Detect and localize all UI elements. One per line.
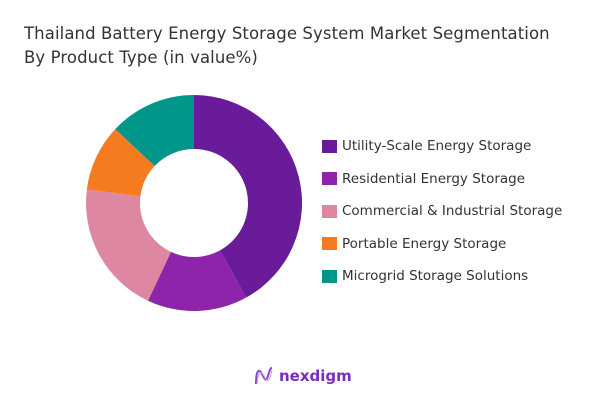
legend-swatch bbox=[322, 269, 337, 283]
nexdigm-logo-icon bbox=[255, 367, 273, 385]
legend-label: Utility-Scale Energy Storage bbox=[342, 138, 532, 155]
legend-label: Microgrid Storage Solutions bbox=[342, 268, 529, 285]
legend-item: Utility-Scale Energy Storage bbox=[322, 130, 562, 163]
donut-slice-microgrid-storage-solutions bbox=[115, 95, 194, 167]
legend-swatch bbox=[322, 172, 337, 186]
legend-label: Residential Energy Storage bbox=[342, 170, 526, 187]
legend-label: Commercial & Industrial Storage bbox=[342, 203, 563, 220]
legend-item: Microgrid Storage Solutions bbox=[322, 260, 562, 293]
legend-item: Commercial & Industrial Storage bbox=[322, 195, 562, 228]
nexdigm-logo: nexdigm bbox=[254, 366, 352, 386]
donut-slice-portable-energy-storage bbox=[86, 129, 155, 197]
title-line-2: By Product Type (in value%) bbox=[24, 48, 258, 67]
title-line-1: Thailand Battery Energy Storage System M… bbox=[24, 24, 550, 43]
donut-slice-residential-energy-storage bbox=[148, 250, 247, 311]
legend-swatch bbox=[322, 237, 337, 251]
legend-swatch bbox=[322, 204, 337, 218]
legend-item: Residential Energy Storage bbox=[322, 163, 562, 196]
legend-label: Portable Energy Storage bbox=[342, 235, 507, 252]
legend: Utility-Scale Energy Storage Residential … bbox=[322, 130, 562, 293]
chart-title: Thailand Battery Energy Storage System M… bbox=[24, 22, 550, 70]
donut-slice-commercial-industrial-storage bbox=[85, 189, 172, 301]
donut-slice-utility-scale-energy-storage bbox=[194, 95, 302, 298]
logo-text: nexdigm bbox=[279, 367, 352, 385]
legend-swatch bbox=[322, 139, 337, 153]
legend-item: Portable Energy Storage bbox=[322, 228, 562, 261]
